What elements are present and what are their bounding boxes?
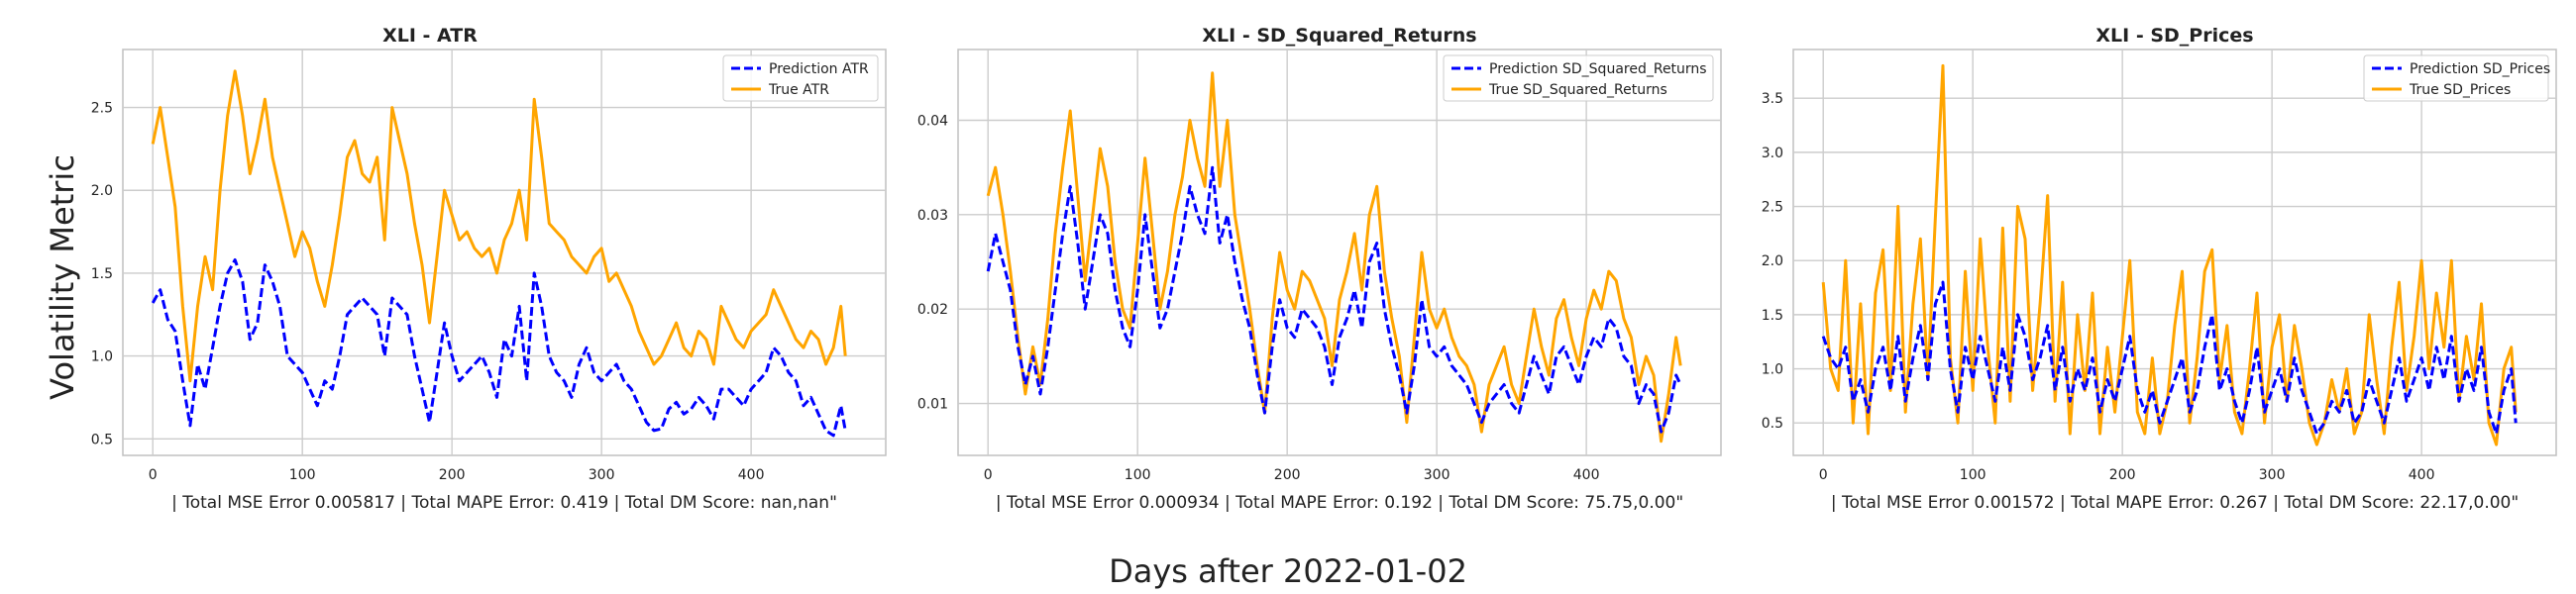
x-tick-label-atr: 200 xyxy=(439,467,466,483)
x-tick-label-atr: 0 xyxy=(149,467,158,483)
legend-label-true-sd-prices: True SD_Prices xyxy=(2409,82,2511,98)
y-tick-label-sd-squared-returns: 0.01 xyxy=(917,397,948,413)
shared-y-axis-label: Volatility Metric xyxy=(44,154,81,400)
x-ticks-atr: 0 100 200 300 400 xyxy=(149,467,765,483)
legend-label-true-atr: True ATR xyxy=(768,82,829,98)
x-ticks-sd-prices: 0 100 200 300 400 xyxy=(1819,467,2435,483)
legend-label-prediction-sd-prices: Prediction SD_Prices xyxy=(2410,61,2550,77)
true-line-atr xyxy=(151,69,847,383)
y-tick-label-sd-prices: 3.0 xyxy=(1762,146,1783,161)
y-tick-label-sd-squared-returns: 0.02 xyxy=(917,302,948,318)
legend-label-prediction-sd-squared-returns: Prediction SD_Squared_Returns xyxy=(1489,61,1707,77)
y-tick-label-sd-prices: 3.5 xyxy=(1762,91,1783,107)
y-tick-label-atr: 2.5 xyxy=(91,101,113,117)
legend-box-sd-squared-returns xyxy=(1443,54,1714,102)
legend-label-true-sd-squared-returns: True SD_Squared_Returns xyxy=(1488,82,1667,98)
y-ticks-sd-prices: 0.5 1.0 1.5 2.0 2.5 3.0 3.5 xyxy=(1762,91,1783,432)
legend-box-sd-prices xyxy=(2363,54,2549,102)
series-lines-sd-prices xyxy=(1821,63,2518,446)
legend-sd-prices: Prediction SD_Prices True SD_Prices xyxy=(2363,54,2550,102)
chart-title-sd-prices: XLI - SD_Prices xyxy=(2095,25,2253,47)
x-tick-label-sd-prices: 100 xyxy=(1960,467,1986,483)
y-tick-label-sd-prices: 1.0 xyxy=(1762,362,1783,378)
y-tick-label-atr: 1.0 xyxy=(91,349,113,365)
y-tick-label-sd-prices: 1.5 xyxy=(1762,308,1783,324)
prediction-line-atr xyxy=(151,258,847,438)
x-tick-label-atr: 400 xyxy=(738,467,765,483)
x-tick-label-sd-squared-returns: 100 xyxy=(1125,467,1151,483)
legend-box-atr xyxy=(722,54,879,102)
y-tick-label-atr: 1.5 xyxy=(91,266,113,282)
legend-atr: Prediction ATR True ATR xyxy=(722,54,879,102)
x-tick-label-sd-prices: 200 xyxy=(2109,467,2136,483)
series-lines-atr xyxy=(151,69,847,438)
x-tick-label-sd-prices: 0 xyxy=(1819,467,1828,483)
chart-panel-atr: XLI - ATR 0 100 200 300 400 0.51.01.52.02.5 … xyxy=(91,25,887,513)
y-tick-label-sd-squared-returns: 0.03 xyxy=(917,208,948,224)
shared-x-axis-label: Days after 2022-01-02 xyxy=(1109,552,1467,590)
x-tick-label-atr: 300 xyxy=(589,467,615,483)
y-tick-label-sd-prices: 0.5 xyxy=(1762,416,1783,432)
x-tick-label-sd-squared-returns: 0 xyxy=(984,467,993,483)
prediction-line-sd-prices xyxy=(1821,280,2518,436)
metrics-caption-sd-squared-returns: | Total MSE Error 0.000934 | Total MAPE … xyxy=(996,493,1683,513)
true-line-sd-squared-returns xyxy=(986,71,1682,444)
x-tick-label-atr: 100 xyxy=(289,467,316,483)
plot-area-atr xyxy=(122,49,887,456)
y-tick-label-sd-prices: 2.0 xyxy=(1762,253,1783,269)
true-line-sd-prices xyxy=(1821,63,2518,446)
y-tick-label-sd-squared-returns: 0.04 xyxy=(917,114,948,130)
x-tick-label-sd-squared-returns: 200 xyxy=(1274,467,1301,483)
chart-title-atr: XLI - ATR xyxy=(382,25,478,47)
x-ticks-sd-squared-returns: 0 100 200 300 400 xyxy=(984,467,1600,483)
grid-atr xyxy=(123,50,886,455)
series-lines-sd-squared-returns xyxy=(986,71,1682,444)
legend-label-prediction-atr: Prediction ATR xyxy=(769,61,869,77)
chart-title-sd-squared-returns: XLI - SD_Squared_Returns xyxy=(1202,25,1476,47)
chart-panel-sd-squared-returns: XLI - SD_Squared_Returns 0 100 200 300 400 0… xyxy=(917,25,1722,513)
y-tick-label-sd-prices: 2.5 xyxy=(1762,200,1783,216)
x-tick-label-sd-prices: 300 xyxy=(2259,467,2286,483)
x-tick-label-sd-prices: 400 xyxy=(2409,467,2435,483)
legend-sd-squared-returns: Prediction SD_Squared_Returns True SD_Sq… xyxy=(1443,54,1714,102)
prediction-line-sd-squared-returns xyxy=(986,165,1682,434)
x-tick-label-sd-squared-returns: 300 xyxy=(1424,467,1450,483)
y-tick-label-atr: 2.0 xyxy=(91,183,113,199)
metrics-caption-atr: | Total MSE Error 0.005817 | Total MAPE … xyxy=(171,493,837,513)
y-tick-label-atr: 0.5 xyxy=(91,432,113,447)
plot-area-sd-squared-returns xyxy=(957,49,1722,456)
y-ticks-atr: 0.5 1.0 1.5 2.0 2.5 xyxy=(91,101,113,448)
x-tick-label-sd-squared-returns: 400 xyxy=(1573,467,1600,483)
y-ticks-sd-squared-returns: 0.01 0.02 0.03 0.04 xyxy=(917,114,948,413)
chart-panel-sd-prices: XLI - SD_Prices 0 100 200 300 400 0.5 1.0 1.5 2… xyxy=(1762,25,2557,513)
metrics-caption-sd-prices: | Total MSE Error 0.001572 | Total MAPE … xyxy=(1831,493,2519,513)
